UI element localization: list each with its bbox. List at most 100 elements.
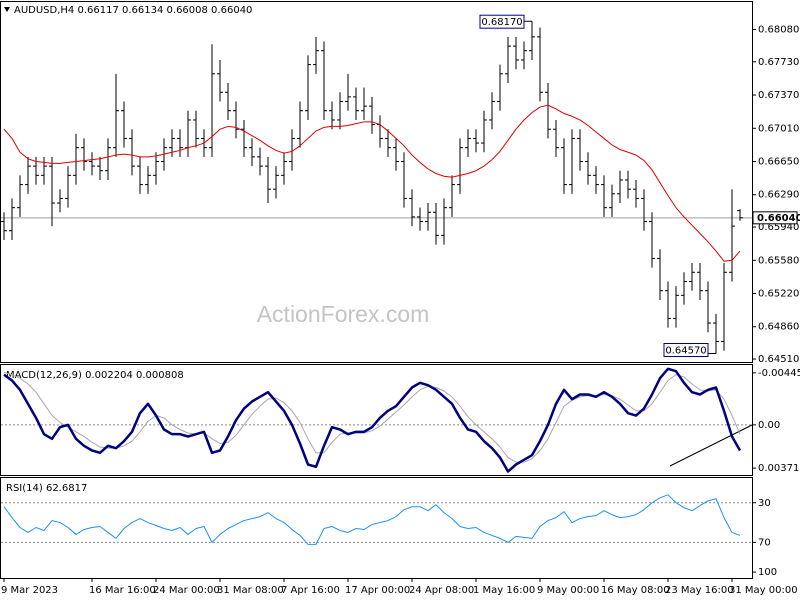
ohlc-bar xyxy=(689,263,695,291)
x-tick-label: 24 Apr 08:00 xyxy=(409,585,474,596)
ohlc-bar xyxy=(49,156,55,227)
ohlc-bar xyxy=(233,101,239,139)
annotation-box xyxy=(663,343,709,358)
ohlc-bar xyxy=(577,129,583,171)
ohlc-bar xyxy=(329,101,335,130)
ohlc-bar xyxy=(673,286,679,328)
y-tick-label: 0.67730 xyxy=(758,57,799,68)
ohlc-bar xyxy=(57,189,63,213)
ohlc-bar xyxy=(457,138,463,194)
ohlc-bar xyxy=(481,110,487,153)
ohlc-bar xyxy=(393,138,399,171)
ohlc-bar xyxy=(657,249,663,300)
x-tick-label: 24 Mar 00:00 xyxy=(153,585,220,596)
ohlc-bar xyxy=(697,263,703,300)
macd-panel xyxy=(0,364,753,476)
ohlc-bar xyxy=(9,198,15,240)
ohlc-bar xyxy=(81,138,87,171)
ohlc-bar xyxy=(153,152,159,185)
ohlc-bar xyxy=(177,129,183,157)
x-tick-label: 1 May 16:00 xyxy=(473,585,535,596)
ohlc-bar xyxy=(25,156,31,194)
annotation-label: 0.68170 xyxy=(481,17,522,28)
y-tick-label: 0.64510 xyxy=(758,354,799,365)
x-tick-label: 31 Mar 08:00 xyxy=(217,585,284,596)
ohlc-bar xyxy=(265,156,271,204)
y-tick-label: 0.67370 xyxy=(758,90,799,101)
ohlc-bar xyxy=(521,41,527,70)
y-tick-label: 0.00371 xyxy=(758,463,799,474)
ohlc-bar xyxy=(17,175,23,217)
ohlc-bar xyxy=(489,92,495,130)
y-tick-label: -0.004457 xyxy=(758,368,800,379)
ohlc-bar xyxy=(553,119,559,157)
ohlc-bar xyxy=(209,44,215,157)
price-panel xyxy=(0,1,753,363)
ohlc-bar xyxy=(321,41,327,120)
ohlc-bar xyxy=(1,212,7,240)
y-tick-label: 0.66650 xyxy=(758,157,799,168)
ohlc-bar xyxy=(353,87,359,120)
ohlc-bar xyxy=(617,170,623,204)
x-tick-label: 23 May 16:00 xyxy=(665,585,734,596)
ohlc-bar xyxy=(529,21,535,60)
ohlc-bar xyxy=(129,129,135,176)
ohlc-bar xyxy=(121,101,127,148)
panel-frame xyxy=(0,1,753,579)
x-tick-label: 31 May 00:00 xyxy=(729,585,798,596)
indicator-line xyxy=(3,367,742,473)
watermark: ActionForex.com xyxy=(257,301,430,327)
ohlc-bar xyxy=(681,272,687,305)
ohlc-bar xyxy=(737,209,743,221)
ohlc-bar xyxy=(545,83,551,139)
ohlc-bar xyxy=(513,36,519,70)
ohlc-bar xyxy=(593,166,599,194)
ohlc-bar xyxy=(97,156,103,180)
y-tick-label: 70 xyxy=(758,537,771,548)
ohlc-bar xyxy=(217,59,223,102)
ohlc-bar xyxy=(249,138,255,167)
ohlc-bar xyxy=(225,83,231,120)
ohlc-bar xyxy=(297,101,303,148)
ohlc-bar xyxy=(409,189,415,227)
ohlc-bar xyxy=(73,133,79,185)
ohlc-bar xyxy=(401,152,407,208)
ohlc-bar xyxy=(625,170,631,199)
ohlc-bar xyxy=(105,138,111,180)
indicator-line xyxy=(3,371,741,463)
ohlc-bar xyxy=(113,73,119,157)
ohlc-bar xyxy=(505,36,511,84)
y-tick-label: 0.65220 xyxy=(758,289,799,300)
ohlc-bar xyxy=(721,263,727,351)
rsi-panel xyxy=(0,477,753,579)
ohlc-bar xyxy=(473,129,479,153)
y-tick-label: 0.00 xyxy=(758,420,780,431)
ohlc-bar xyxy=(257,147,263,176)
annotation-box xyxy=(479,14,525,29)
ohlc-bar xyxy=(497,64,503,111)
ohlc-bar xyxy=(561,138,567,194)
ohlc-bar xyxy=(273,166,279,199)
rsi-title: RSI(14) 62.6817 xyxy=(6,483,87,494)
ohlc-bar xyxy=(537,27,543,102)
ohlc-bar xyxy=(137,156,143,194)
ohlc-bar xyxy=(585,152,591,185)
moving-average xyxy=(3,104,741,262)
macd-trendline xyxy=(669,424,753,467)
ohlc-bar xyxy=(705,281,711,333)
y-tick-label: 0.65580 xyxy=(758,255,799,266)
ohlc-bar xyxy=(289,129,295,171)
ohlc-bar xyxy=(337,92,343,130)
y-tick-label: 0.66290 xyxy=(758,190,799,201)
ohlc-bar xyxy=(713,313,719,354)
x-tick-label: 17 Apr 00:00 xyxy=(345,585,410,596)
current-price-box xyxy=(752,211,798,225)
ohlc-bar xyxy=(641,189,647,231)
title-arrow xyxy=(4,7,10,12)
chart-title: AUDUSD,H4 0.66117 0.66134 0.66008 0.6604… xyxy=(14,5,252,16)
y-tick-label: 0.64860 xyxy=(758,322,799,333)
y-tick-label: 100 xyxy=(758,567,777,578)
x-tick-label: 16 Mar 16:00 xyxy=(89,585,156,596)
